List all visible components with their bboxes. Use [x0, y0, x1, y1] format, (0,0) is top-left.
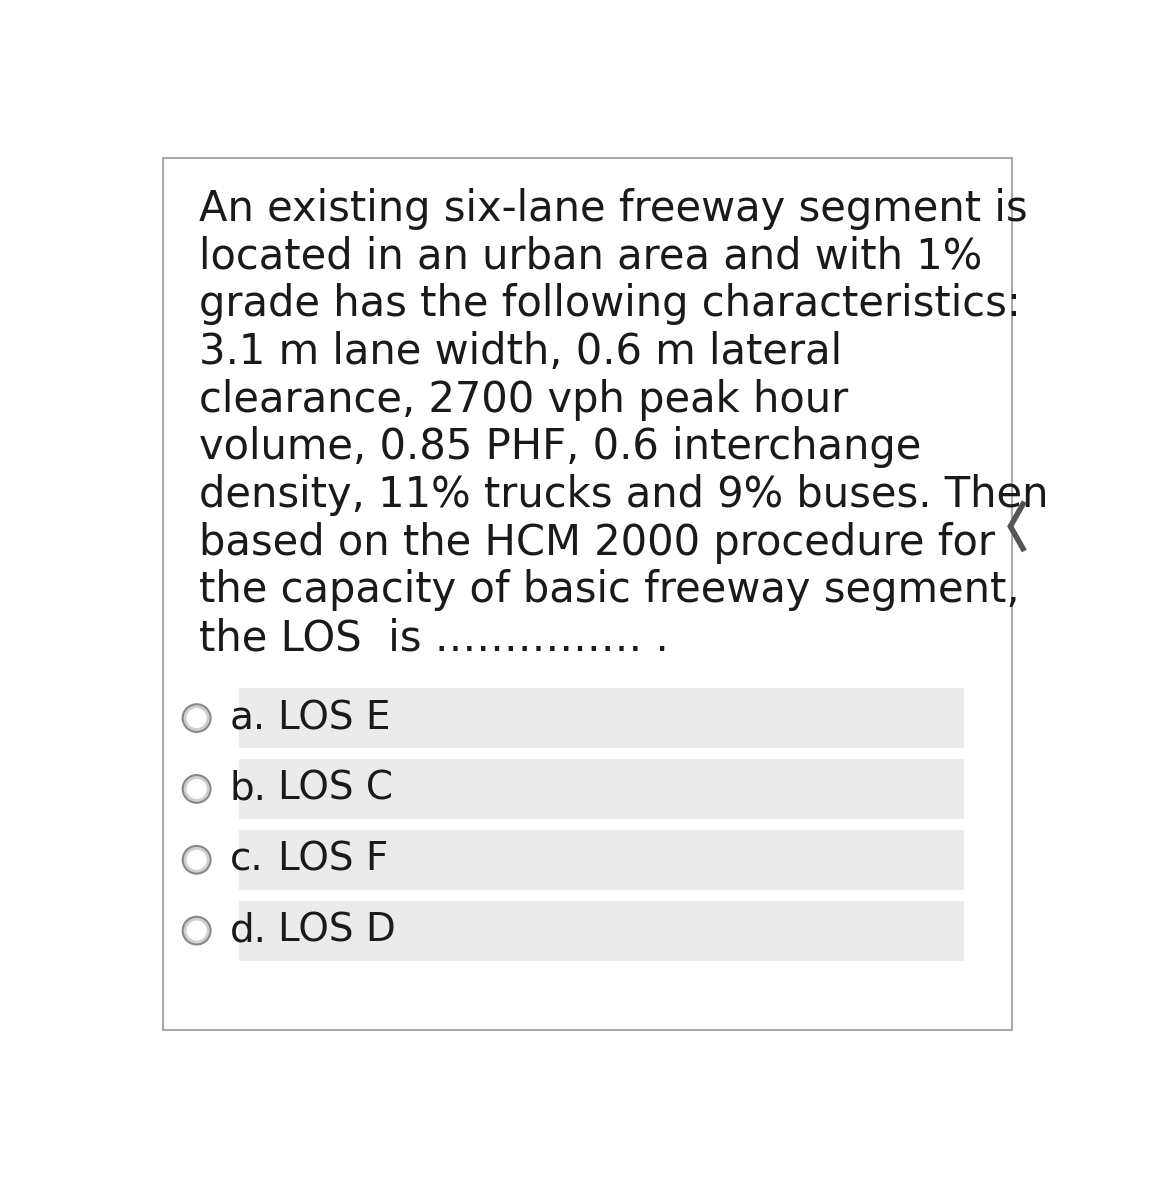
- Text: located in an urban area and with 1%: located in an urban area and with 1%: [199, 236, 982, 277]
- Text: volume, 0.85 PHF, 0.6 interchange: volume, 0.85 PHF, 0.6 interchange: [199, 426, 921, 469]
- Circle shape: [183, 704, 211, 732]
- Circle shape: [186, 920, 207, 940]
- FancyBboxPatch shape: [164, 158, 1012, 1030]
- Text: An existing six-lane freeway segment is: An existing six-lane freeway segment is: [199, 187, 1027, 230]
- Text: LOS D: LOS D: [278, 912, 395, 949]
- FancyBboxPatch shape: [239, 688, 964, 748]
- Circle shape: [186, 849, 207, 869]
- Text: grade has the following characteristics:: grade has the following characteristics:: [199, 283, 1020, 325]
- FancyBboxPatch shape: [239, 900, 964, 960]
- Circle shape: [183, 846, 211, 874]
- Text: LOS F: LOS F: [278, 841, 388, 879]
- Text: 3.1 m lane width, 0.6 m lateral: 3.1 m lane width, 0.6 m lateral: [199, 331, 842, 372]
- Text: LOS C: LOS C: [278, 770, 393, 808]
- Circle shape: [186, 779, 207, 799]
- Circle shape: [183, 916, 211, 945]
- FancyBboxPatch shape: [239, 759, 964, 819]
- Text: density, 11% trucks and 9% buses. Then: density, 11% trucks and 9% buses. Then: [199, 474, 1048, 516]
- Circle shape: [183, 775, 211, 802]
- Circle shape: [186, 708, 207, 728]
- Text: c.: c.: [230, 841, 263, 879]
- Text: based on the HCM 2000 procedure for: based on the HCM 2000 procedure for: [199, 522, 994, 564]
- Text: the capacity of basic freeway segment,: the capacity of basic freeway segment,: [199, 569, 1019, 611]
- Text: the LOS  is …………… .: the LOS is …………… .: [199, 617, 669, 660]
- Text: a.: a.: [230, 699, 267, 737]
- Text: clearance, 2700 vph peak hour: clearance, 2700 vph peak hour: [199, 378, 848, 421]
- Text: LOS E: LOS E: [278, 699, 391, 737]
- Text: b.: b.: [230, 770, 267, 808]
- FancyBboxPatch shape: [239, 829, 964, 889]
- Text: d.: d.: [230, 912, 267, 949]
